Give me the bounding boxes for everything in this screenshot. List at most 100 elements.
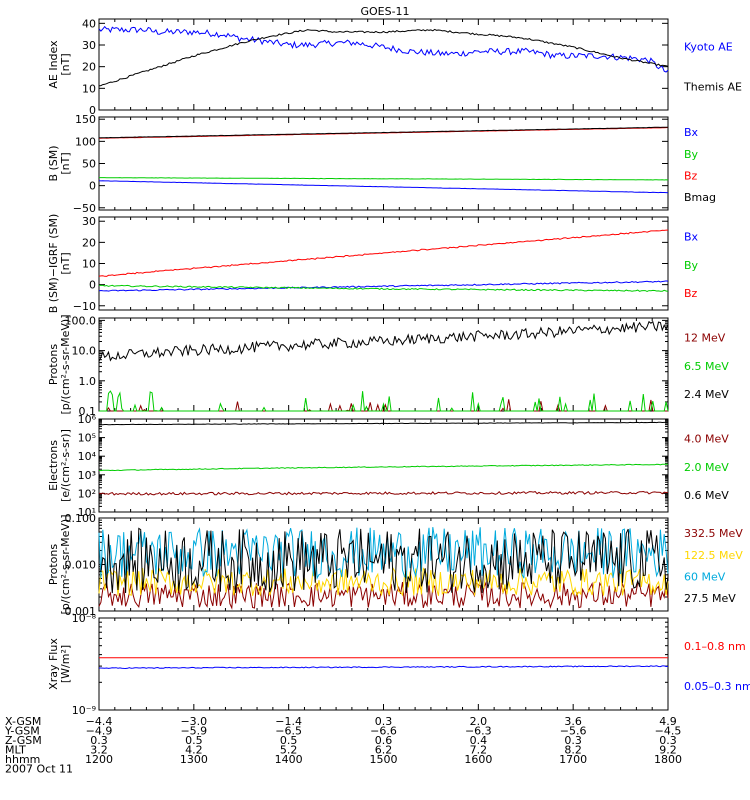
y-tick-label: 10⁻⁹ <box>72 704 96 717</box>
x-row-value: 3.2 <box>90 744 108 757</box>
panel-frame <box>98 617 669 711</box>
x-row-label: Y-GSM <box>4 725 40 738</box>
x-row-value: 4.2 <box>185 744 203 757</box>
x-row-value: 0.3 <box>375 715 393 728</box>
series-line <box>99 177 669 181</box>
series-line <box>99 665 669 670</box>
y-tick-label: 0 <box>89 104 96 117</box>
x-row-value: 0.6 <box>375 734 393 747</box>
legend-entry: Bz <box>684 169 698 182</box>
x-row-value: 1500 <box>370 753 398 766</box>
x-row-value: 3.6 <box>564 715 582 728</box>
x-row-value: −6.5 <box>275 725 302 738</box>
legend-entry: 122.5 MeV <box>684 549 743 562</box>
x-row-label: Z-GSM <box>5 734 42 747</box>
x-row-value: 0.3 <box>90 734 108 747</box>
panel-frame <box>98 216 669 311</box>
legend-entry: 6.5 MeV <box>684 360 729 373</box>
legend-entry: Kyoto AE <box>684 41 733 54</box>
y-axis-label-line: Electrons <box>47 440 60 491</box>
series-line <box>98 229 668 277</box>
y-axis-label: Protons[p/(cm²-s-sr-MeV)] <box>47 515 72 615</box>
y-tick-label: 10⁴ <box>78 450 97 463</box>
y-tick-label: 10³ <box>78 469 96 482</box>
y-tick-label: 10⁵ <box>78 432 96 445</box>
x-row-value: −6.6 <box>370 725 397 738</box>
y-tick-label: 0.100 <box>65 512 97 525</box>
x-row-value: −6.3 <box>465 725 492 738</box>
chart-panel-4: 0.11.010.0100.0Protons[p/(cm²-s-sr-MeV)]… <box>47 314 729 418</box>
x-row-value: 2.0 <box>470 715 488 728</box>
series-line <box>98 527 669 594</box>
x-row-value: 1300 <box>180 753 208 766</box>
legend-entry: Bz <box>684 287 698 300</box>
series-line <box>98 180 669 194</box>
y-axis-label-line: [p/(cm²-s-sr-MeV)] <box>59 315 72 415</box>
chart-panel-2: −50 0 50 100 150 B (SM)[nT] Bx By Bz Bmag <box>47 113 716 215</box>
x-row-value: 4.9 <box>659 715 677 728</box>
y-axis-label-line: Xray Flux <box>47 638 60 690</box>
legend-entry: 0.1–0.8 nm <box>684 640 746 653</box>
y-tick-label: 50 <box>82 158 96 171</box>
y-tick-label: 0.001 <box>65 605 97 618</box>
x-row-label: hhmm <box>5 753 40 766</box>
y-axis-label-line: B (SM) <box>47 145 60 181</box>
series-line <box>98 320 669 362</box>
y-axis-label-line: [W/m²] <box>59 645 72 683</box>
y-tick-label: 0.1 <box>79 405 97 418</box>
date-label: 2007 Oct 11 <box>5 763 73 776</box>
x-row-value: 8.2 <box>564 744 582 757</box>
y-tick-label: 10² <box>78 487 96 500</box>
series-line <box>98 527 669 580</box>
y-tick-label: 1.0 <box>79 375 97 388</box>
y-axis-label: Xray Flux[W/m²] <box>47 638 72 690</box>
y-tick-label: 30 <box>82 39 96 52</box>
series-line <box>98 463 669 472</box>
series-line <box>98 25 669 73</box>
y-axis-label-line: [p/(cm²-s-sr-MeV)] <box>59 515 72 615</box>
x-row-value: −5.6 <box>560 725 587 738</box>
x-row-label: X-GSM <box>5 715 41 728</box>
series-line <box>98 490 669 496</box>
x-row-value: 0.3 <box>564 734 582 747</box>
x-row-value: −4.4 <box>86 715 113 728</box>
legend-entry: 332.5 MeV <box>684 527 743 540</box>
series-line <box>98 28 669 87</box>
x-row-value: 6.2 <box>375 744 393 757</box>
y-axis-label-line: [e/(cm²-s-sr)] <box>59 429 72 502</box>
y-tick-label: −50 <box>73 202 96 215</box>
panel-frame <box>98 418 669 513</box>
legend-entry: By <box>684 148 699 161</box>
y-axis-label-line: Protons <box>47 344 60 385</box>
y-axis-label: Protons[p/(cm²-s-sr-MeV)] <box>47 315 72 415</box>
legend-entry: 2.0 MeV <box>684 461 729 474</box>
panel-frame <box>98 317 669 412</box>
series-line <box>99 421 668 426</box>
series-line <box>99 390 669 412</box>
y-tick-label: −10 <box>73 300 96 313</box>
y-axis-label: AE Index[nT] <box>47 40 72 89</box>
legend-entry: 60 MeV <box>684 570 726 583</box>
y-tick-label: 10 <box>82 82 96 95</box>
x-row-value: 9.2 <box>659 744 677 757</box>
legend-entry: 4.0 MeV <box>684 433 729 446</box>
x-row-value: −4.5 <box>655 725 682 738</box>
legend-entry: Bx <box>684 126 699 139</box>
y-tick-label: 0 <box>89 279 96 292</box>
y-axis-label-line: Protons <box>47 544 60 585</box>
y-axis-label: B (SM)−IGRF (SM)[nT] <box>47 214 72 314</box>
y-tick-label: 0 <box>89 180 96 193</box>
y-axis-label-line: [nT] <box>59 152 72 174</box>
x-row-value: 0.5 <box>185 734 203 747</box>
legend-entry: 12 MeV <box>684 332 726 345</box>
x-row-value: 5.2 <box>280 744 298 757</box>
x-row-value: 0.3 <box>659 734 677 747</box>
figure-title: GOES-11 <box>360 5 409 18</box>
x-row-value: −5.9 <box>180 725 207 738</box>
y-tick-label: 20 <box>82 236 96 249</box>
series-line <box>98 280 669 292</box>
y-axis-label: B (SM)[nT] <box>47 145 72 181</box>
x-row-label: MLT <box>5 744 26 757</box>
